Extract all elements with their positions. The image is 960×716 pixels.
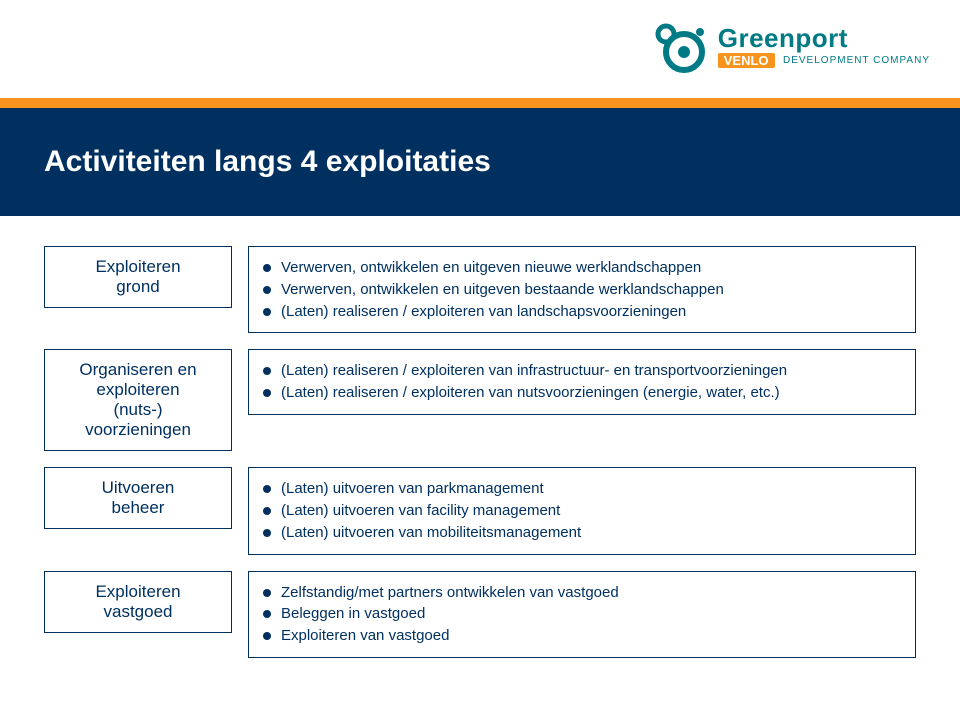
title-block: Activiteiten langs 4 exploitaties xyxy=(0,108,960,216)
list-item: Verwerven, ontwikkelen en uitgeven nieuw… xyxy=(263,257,901,279)
label-line: vastgoed xyxy=(51,602,225,622)
list-item: (Laten) realiseren / exploiteren van nut… xyxy=(263,382,901,404)
row-uitvoeren-beheer: Uitvoeren beheer (Laten) uitvoeren van p… xyxy=(44,467,916,554)
logo-mark-icon xyxy=(652,18,710,76)
label-box: Organiseren en exploiteren (nuts-) voorz… xyxy=(44,349,232,451)
list-item: (Laten) uitvoeren van facility managemen… xyxy=(263,500,901,522)
label-box: Uitvoeren beheer xyxy=(44,467,232,529)
label-line: Organiseren en xyxy=(51,360,225,380)
label-box: Exploiteren vastgoed xyxy=(44,571,232,633)
label-line: Uitvoeren xyxy=(51,478,225,498)
list-item: (Laten) uitvoeren van mobiliteitsmanagem… xyxy=(263,522,901,544)
label-line: exploiteren xyxy=(51,380,225,400)
list-box: (Laten) realiseren / exploiteren van inf… xyxy=(248,349,916,415)
label-line: voorzieningen xyxy=(51,420,225,440)
list-item: (Laten) realiseren / exploiteren van inf… xyxy=(263,360,901,382)
list-box: Zelfstandig/met partners ontwikkelen van… xyxy=(248,571,916,658)
list-item: Zelfstandig/met partners ontwikkelen van… xyxy=(263,582,901,604)
list-item: Beleggen in vastgoed xyxy=(263,603,901,625)
row-exploiteren-grond: Exploiteren grond Verwerven, ontwikkelen… xyxy=(44,246,916,333)
logo-word: Greenport xyxy=(718,25,930,51)
content-area: Exploiteren grond Verwerven, ontwikkelen… xyxy=(44,246,916,674)
label-line: Exploiteren xyxy=(51,257,225,277)
list-box: Verwerven, ontwikkelen en uitgeven nieuw… xyxy=(248,246,916,333)
logo-subtitle: DEVELOPMENT COMPANY xyxy=(783,56,930,66)
slide: Greenport VENLO DEVELOPMENT COMPANY Acti… xyxy=(0,0,960,716)
page-title: Activiteiten langs 4 exploitaties xyxy=(44,145,491,179)
label-box: Exploiteren grond xyxy=(44,246,232,308)
logo-venlo-badge: VENLO xyxy=(718,53,775,68)
row-exploiteren-vastgoed: Exploiteren vastgoed Zelfstandig/met par… xyxy=(44,571,916,658)
list-item: Exploiteren van vastgoed xyxy=(263,625,901,647)
list-item: (Laten) uitvoeren van parkmanagement xyxy=(263,478,901,500)
row-organiseren-exploiteren: Organiseren en exploiteren (nuts-) voorz… xyxy=(44,349,916,451)
logo-text: Greenport VENLO DEVELOPMENT COMPANY xyxy=(718,25,930,69)
label-line: grond xyxy=(51,277,225,297)
list-item: Verwerven, ontwikkelen en uitgeven besta… xyxy=(263,279,901,301)
label-line: Exploiteren xyxy=(51,582,225,602)
list-box: (Laten) uitvoeren van parkmanagement (La… xyxy=(248,467,916,554)
list-item: (Laten) realiseren / exploiteren van lan… xyxy=(263,301,901,323)
label-line: (nuts-) xyxy=(51,400,225,420)
accent-bar xyxy=(0,98,960,108)
label-line: beheer xyxy=(51,498,225,518)
logo: Greenport VENLO DEVELOPMENT COMPANY xyxy=(652,18,930,76)
